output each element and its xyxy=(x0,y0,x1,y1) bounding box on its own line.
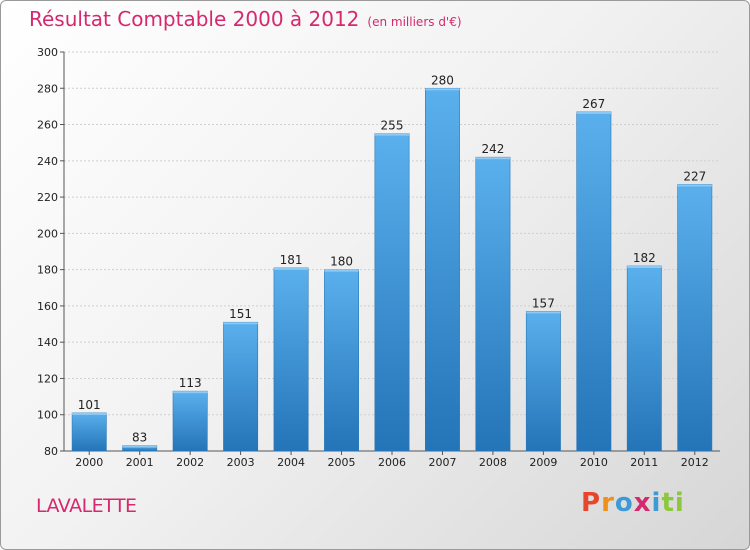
x-tick-label: 2010 xyxy=(580,456,608,469)
y-tick-label: 220 xyxy=(37,191,58,204)
bar-highlight xyxy=(526,311,561,314)
bar-highlight xyxy=(576,111,612,114)
bar-highlight xyxy=(72,412,107,415)
data-label: 101 xyxy=(78,398,101,412)
bar xyxy=(677,184,713,452)
data-label: 182 xyxy=(633,251,656,265)
bar xyxy=(576,111,612,452)
data-label: 227 xyxy=(683,169,706,183)
y-tick-label: 280 xyxy=(37,82,58,95)
bar-highlight xyxy=(627,266,662,269)
bar xyxy=(525,311,561,452)
y-tick-label: 300 xyxy=(37,46,58,59)
bar-highlight xyxy=(223,322,258,325)
bar-highlight xyxy=(273,267,309,270)
logo-letter: r xyxy=(601,488,615,518)
x-tick-label: 2011 xyxy=(630,456,658,469)
data-label: 113 xyxy=(179,376,202,390)
data-label: 242 xyxy=(481,142,504,156)
y-tick-label: 180 xyxy=(37,264,58,277)
y-tick-label: 120 xyxy=(37,372,58,385)
chart-title-text: Résultat Comptable 2000 à 2012 xyxy=(29,7,360,31)
x-tick-label: 2005 xyxy=(328,456,356,469)
logo-letter: t xyxy=(661,488,675,518)
data-label: 181 xyxy=(280,253,303,267)
y-tick-label: 100 xyxy=(37,409,58,422)
bar xyxy=(223,321,259,452)
data-label: 255 xyxy=(381,119,404,133)
bar-highlight xyxy=(324,269,359,272)
bar-highlight xyxy=(425,88,460,91)
logo-letter: x xyxy=(633,488,652,518)
bars xyxy=(71,87,713,452)
x-tick-label: 2006 xyxy=(378,456,406,469)
bar-highlight xyxy=(475,157,511,160)
data-label: 280 xyxy=(431,73,454,87)
labels: 80 100 120 140 160 180 200 220 240 260 280 300 101 20… xyxy=(37,46,709,469)
data-label: 267 xyxy=(582,97,605,111)
bar xyxy=(172,390,208,452)
x-tick-label: 2002 xyxy=(176,456,204,469)
x-tick-label: 2004 xyxy=(277,456,305,469)
logo-letter: i xyxy=(674,488,685,518)
x-tick-label: 2008 xyxy=(479,456,507,469)
data-label: 83 xyxy=(132,431,147,445)
bar-highlight xyxy=(122,445,157,448)
chart-title: Résultat Comptable 2000 à 2012 (en millie… xyxy=(29,7,462,31)
data-label: 180 xyxy=(330,255,353,269)
y-tick-label: 260 xyxy=(37,119,58,132)
bar-highlight xyxy=(374,133,410,136)
logo-letter: o xyxy=(614,488,634,518)
logo-letter: P xyxy=(581,488,602,518)
x-tick-label: 2012 xyxy=(681,456,709,469)
x-tick-label: 2009 xyxy=(529,456,557,469)
x-tick-label: 2003 xyxy=(227,456,255,469)
bar xyxy=(425,87,460,452)
y-tick-label: 240 xyxy=(37,155,58,168)
x-tick-label: 2001 xyxy=(126,456,154,469)
y-tick-label: 200 xyxy=(37,227,58,240)
bar xyxy=(273,267,309,452)
proxiti-logo[interactable]: Proxiti xyxy=(581,488,685,518)
commune-name: LAVALETTE xyxy=(36,495,137,517)
y-tick-label: 140 xyxy=(37,336,58,349)
data-label: 151 xyxy=(229,307,252,321)
x-tick-label: 2000 xyxy=(75,456,103,469)
y-tick-label: 80 xyxy=(44,445,58,458)
bar xyxy=(71,412,107,452)
x-tick-label: 2007 xyxy=(428,456,456,469)
bar-highlight xyxy=(677,184,712,187)
bar-highlight xyxy=(172,391,208,394)
bar xyxy=(475,156,511,452)
chart-subtitle: (en milliers d'€) xyxy=(367,15,462,29)
logo-letter: i xyxy=(651,488,662,518)
data-label: 157 xyxy=(532,296,555,310)
y-tick-label: 160 xyxy=(37,300,58,313)
bar xyxy=(626,265,662,452)
bar xyxy=(324,269,359,452)
bar xyxy=(374,133,410,452)
